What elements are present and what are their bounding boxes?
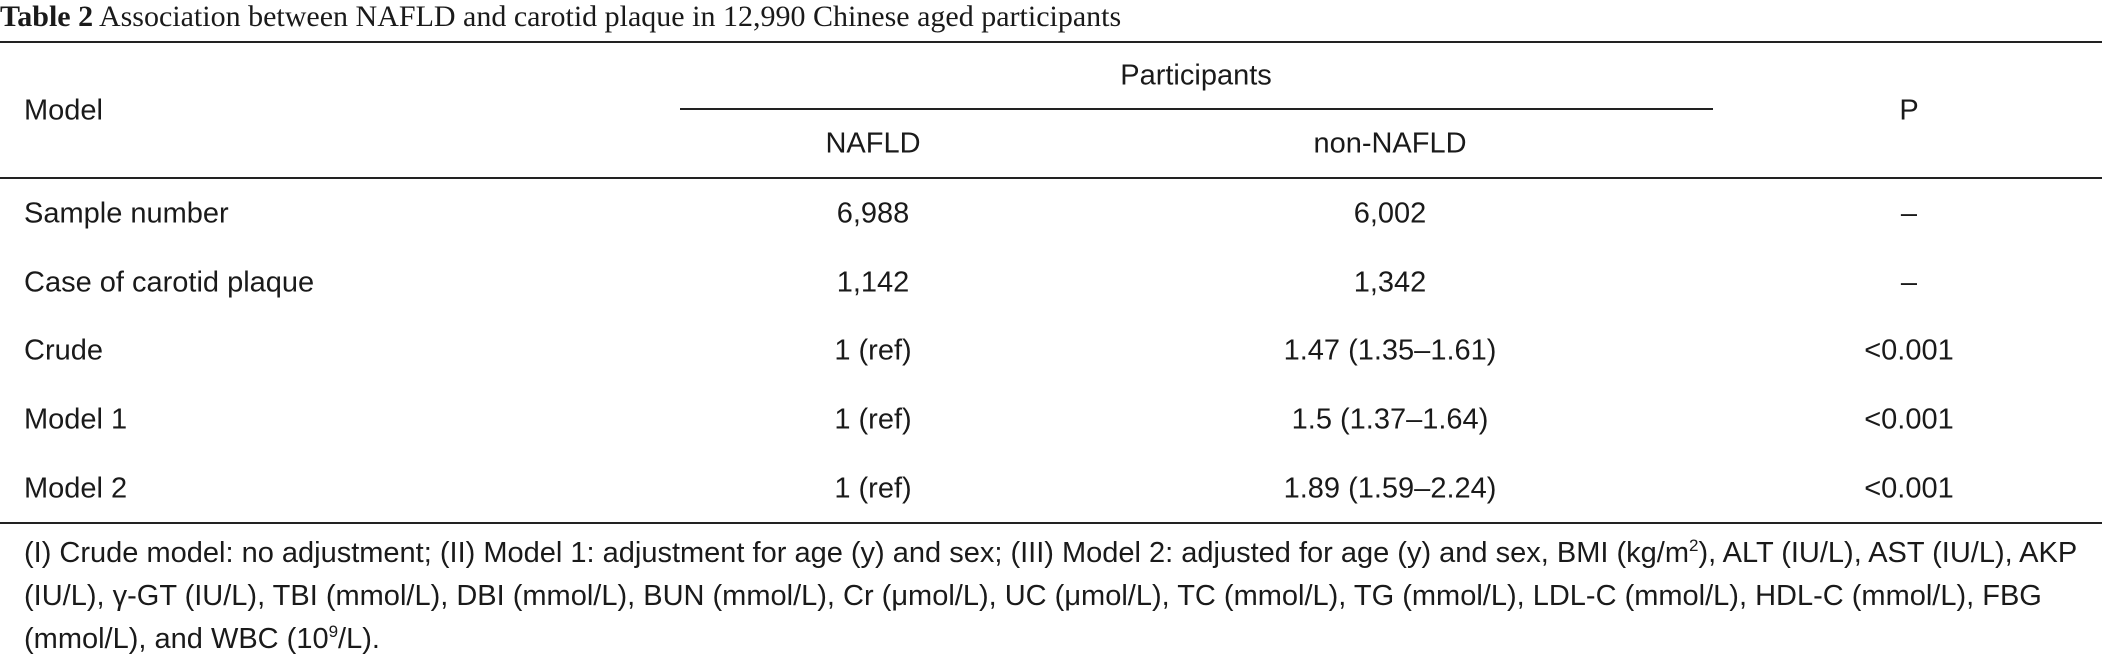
row-label: Model 2 bbox=[24, 472, 128, 505]
footnote-text: (I) Crude model: no adjustment; (II) Mod… bbox=[24, 537, 1689, 569]
table-title: Table 2 Association between NAFLD and ca… bbox=[0, 0, 1121, 34]
table-cell: – bbox=[1900, 197, 1918, 230]
superscript: 2 bbox=[1688, 536, 1699, 555]
header-rule bbox=[0, 177, 2102, 179]
header-column: NAFLD bbox=[825, 127, 921, 160]
group-rule bbox=[680, 108, 1713, 110]
table-cell: 6,988 bbox=[836, 197, 910, 230]
table-cell: 1.47 (1.35–1.61) bbox=[1283, 334, 1497, 367]
table-cell: 1.89 (1.59–2.24) bbox=[1283, 472, 1497, 505]
table-label: Table 2 bbox=[0, 0, 94, 33]
header-model: Model bbox=[24, 94, 103, 127]
footnote-text: ), ALT (IU/L), AST (IU/L), AKP (IU/L), γ… bbox=[24, 537, 2077, 655]
row-label: Sample number bbox=[24, 197, 229, 230]
table-cell: 1 (ref) bbox=[834, 472, 912, 505]
table-cell: 1,342 bbox=[1353, 266, 1427, 299]
row-label: Crude bbox=[24, 334, 103, 367]
table-cell: 1 (ref) bbox=[834, 334, 912, 367]
table-cell: 6,002 bbox=[1353, 197, 1427, 230]
table-cell: 1.5 (1.37–1.64) bbox=[1291, 403, 1489, 436]
footnote: (I) Crude model: no adjustment; (II) Mod… bbox=[24, 532, 2084, 661]
row-label: Model 1 bbox=[24, 403, 128, 436]
table-cell: – bbox=[1900, 266, 1918, 299]
header-column: non-NAFLD bbox=[1313, 127, 1467, 160]
table-cell: 1 (ref) bbox=[834, 403, 912, 436]
row-label: Case of carotid plaque bbox=[24, 266, 315, 299]
header-group: Participants bbox=[1120, 59, 1272, 92]
table-caption: Association between NAFLD and carotid pl… bbox=[98, 0, 1122, 33]
bottom-rule bbox=[0, 522, 2102, 524]
footnote-text: /L). bbox=[338, 623, 380, 655]
top-rule bbox=[0, 41, 2102, 43]
table-cell: 1,142 bbox=[836, 266, 910, 299]
superscript: 9 bbox=[328, 622, 339, 641]
table-cell: <0.001 bbox=[1864, 472, 1954, 505]
table-cell: <0.001 bbox=[1864, 403, 1954, 436]
header-p: P bbox=[1899, 94, 1919, 127]
table-cell: <0.001 bbox=[1864, 334, 1954, 367]
